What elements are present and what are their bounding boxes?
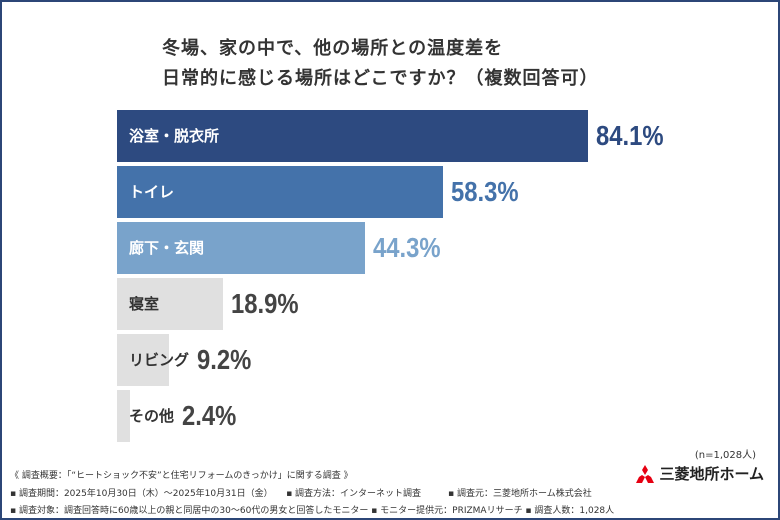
survey-details-2: ▪ 調査対象：調査回答時に60歳以上の親と同居中の30～60代の男女と回答したモ…: [10, 506, 615, 516]
value-label: 84.1%: [595, 120, 664, 151]
bar: 廊下・玄関: [117, 222, 366, 274]
company-logo-text: 三菱地所ホーム: [659, 465, 764, 483]
category-label: トイレ: [129, 183, 175, 201]
chart-title-line-2: 日常的に感じる場所はどこですか？（複数回答可）: [162, 68, 599, 89]
value-label: 9.2%: [197, 344, 252, 375]
value-label: 18.9%: [230, 288, 299, 319]
chart-title-line-1: 冬場、家の中で、他の場所との温度差を: [162, 38, 504, 59]
value-label: 44.3%: [373, 232, 441, 263]
survey-details-1: ▪ 調査期間：2025年10月30日（木）～2025年10月31日（金） ▪ 調…: [10, 489, 592, 499]
value-label: 58.3%: [451, 176, 519, 207]
bar: その他: [117, 390, 174, 442]
category-label: その他: [129, 407, 175, 425]
sample-size-note: (n=1,028人): [694, 450, 756, 461]
category-label: 寝室: [129, 295, 160, 313]
survey-summary: 《 調査概要：「“ヒートショック不安”と住宅リフォームのきっかけ」に関する調査 …: [10, 471, 353, 481]
company-logo: 三菱地所ホーム: [635, 463, 764, 484]
category-label: リビング: [129, 351, 190, 369]
category-label: 廊下・玄関: [129, 239, 205, 257]
value-label: 2.4%: [182, 400, 237, 431]
category-label: 浴室・脱衣所: [129, 127, 220, 145]
bar: 寝室: [117, 278, 223, 330]
bar: リビング: [117, 334, 189, 386]
mitsubishi-three-diamonds-icon: [636, 464, 655, 483]
bar: 浴室・脱衣所: [117, 110, 588, 162]
bar: トイレ: [117, 166, 444, 218]
